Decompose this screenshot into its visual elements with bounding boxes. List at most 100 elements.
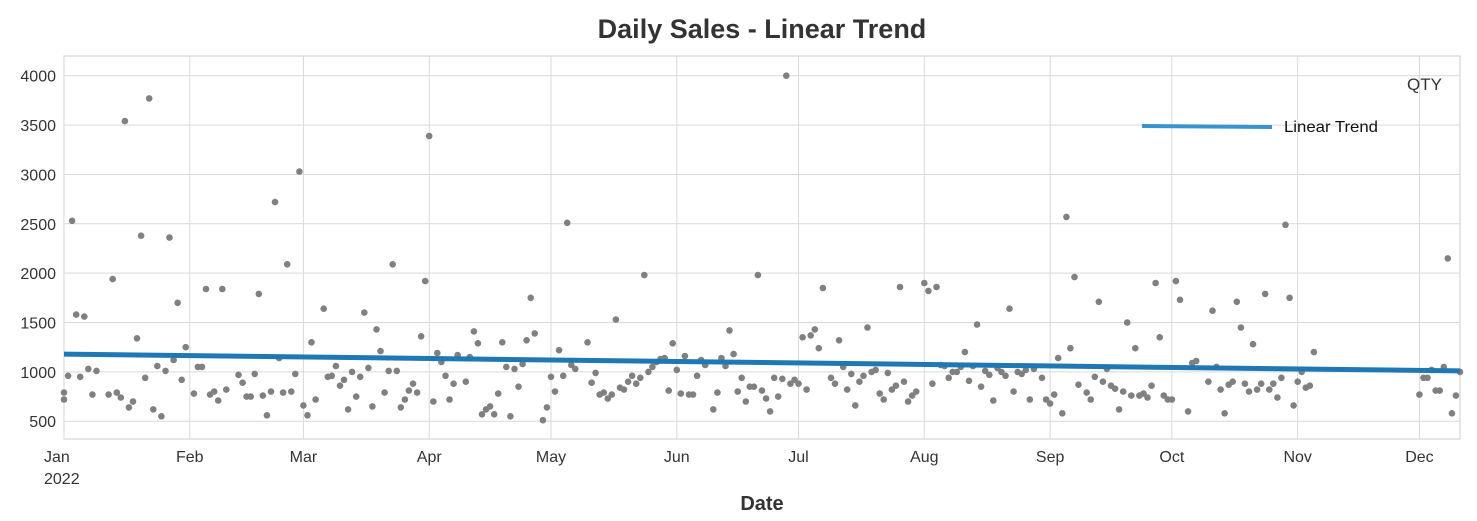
data-point-247: [1119, 388, 1127, 395]
data-point-12: [113, 389, 121, 396]
data-point-97: [478, 411, 486, 418]
data-point-184: [852, 402, 859, 409]
data-point-84: [421, 277, 429, 285]
data-point-100: [490, 411, 498, 418]
data-point-24: [162, 367, 169, 375]
data-point-124: [600, 389, 607, 396]
x-tick-label-sep: Sep: [1036, 449, 1065, 466]
data-point-14: [121, 117, 129, 125]
data-point-133: [637, 374, 644, 382]
data-point-269: [1221, 410, 1228, 417]
data-point-37: [219, 285, 226, 293]
data-point-17: [133, 335, 141, 342]
data-point-58: [312, 396, 319, 403]
x-tick-label-aug: Aug: [910, 449, 938, 466]
data-point-80: [405, 387, 413, 394]
data-point-191: [880, 396, 887, 403]
data-point-85: [425, 132, 433, 140]
data-point-20: [145, 95, 153, 102]
data-point-206: [945, 374, 952, 382]
data-point-165: [770, 374, 778, 382]
data-point-63: [336, 382, 344, 390]
data-point-68: [356, 373, 364, 381]
data-point-169: [787, 380, 794, 388]
data-point-172: [799, 334, 806, 341]
data-point-236: [1071, 273, 1078, 281]
data-point-260: [1172, 277, 1180, 285]
data-point-259: [1168, 396, 1176, 403]
data-point-7: [85, 365, 92, 373]
data-point-280: [1266, 386, 1273, 393]
data-point-196: [900, 378, 908, 386]
data-point-90: [446, 396, 453, 403]
data-point-141: [669, 340, 676, 347]
data-point-242: [1099, 378, 1107, 386]
data-point-21: [150, 406, 157, 413]
data-point-278: [1257, 380, 1265, 388]
data-point-23: [158, 413, 165, 420]
x-axis-label: Date: [740, 493, 783, 515]
data-point-245: [1111, 385, 1119, 393]
data-point-294: [1424, 374, 1431, 382]
data-point-221: [1006, 305, 1013, 313]
data-point-115: [555, 346, 563, 354]
y-axis-ticks: 500 1000 1500 2000 2500 3000 3500 4000: [20, 69, 56, 431]
data-point-234: [1063, 213, 1070, 221]
data-point-119: [572, 365, 579, 373]
data-point-91: [450, 380, 457, 388]
data-point-254: [1148, 382, 1155, 390]
data-point-69: [361, 309, 368, 316]
data-point-2: [64, 372, 72, 380]
y-tick-label-1500: 1500: [20, 316, 56, 333]
data-point-136: [649, 363, 656, 371]
data-point-186: [860, 372, 867, 380]
data-point-6: [81, 313, 88, 320]
data-point-95: [470, 328, 478, 335]
data-point-5: [76, 373, 84, 381]
x-tick-label-mar: Mar: [290, 449, 318, 466]
data-point-189: [872, 366, 879, 374]
data-point-107: [519, 360, 526, 368]
y-tick-label-2500: 2500: [20, 217, 56, 234]
data-point-43: [251, 370, 258, 378]
y-tick-label-500: 500: [29, 414, 56, 431]
data-point-241: [1095, 298, 1103, 306]
data-point-183: [848, 370, 855, 378]
data-point-78: [397, 404, 405, 411]
data-point-104: [507, 413, 514, 420]
data-point-35: [210, 388, 218, 395]
data-point-73: [377, 347, 384, 355]
data-point-262: [1184, 408, 1192, 415]
data-point-131: [628, 372, 636, 380]
data-point-111: [539, 416, 547, 424]
data-point-79: [401, 396, 409, 403]
data-point-179: [831, 380, 839, 388]
x-tick-label-jun: Jun: [664, 449, 690, 466]
data-point-297: [1436, 387, 1443, 394]
data-point-277: [1253, 386, 1261, 393]
data-point-120: [584, 339, 591, 346]
data-point-225: [1022, 366, 1030, 374]
data-point-194: [892, 382, 900, 390]
data-point-180: [835, 337, 843, 344]
data-point-146: [689, 391, 697, 398]
data-point-256: [1156, 334, 1163, 341]
data-point-11: [109, 275, 116, 283]
data-point-301: [1452, 392, 1460, 399]
data-point-231: [1050, 391, 1058, 398]
data-point-151: [714, 389, 721, 396]
data-point-157: [738, 374, 745, 382]
data-point-220: [1002, 372, 1009, 380]
data-point-77: [393, 367, 401, 375]
data-point-195: [896, 283, 904, 291]
data-point-210: [961, 348, 969, 356]
data-point-163: [762, 395, 770, 402]
data-point-214: [977, 383, 985, 391]
data-point-176: [815, 344, 823, 352]
data-point-143: [677, 390, 685, 397]
data-point-240: [1091, 373, 1099, 381]
data-point-229: [1042, 396, 1050, 403]
data-point-282: [1274, 394, 1281, 401]
data-point-75: [385, 367, 393, 375]
chart-title: Daily Sales - Linear Trend: [598, 14, 927, 44]
